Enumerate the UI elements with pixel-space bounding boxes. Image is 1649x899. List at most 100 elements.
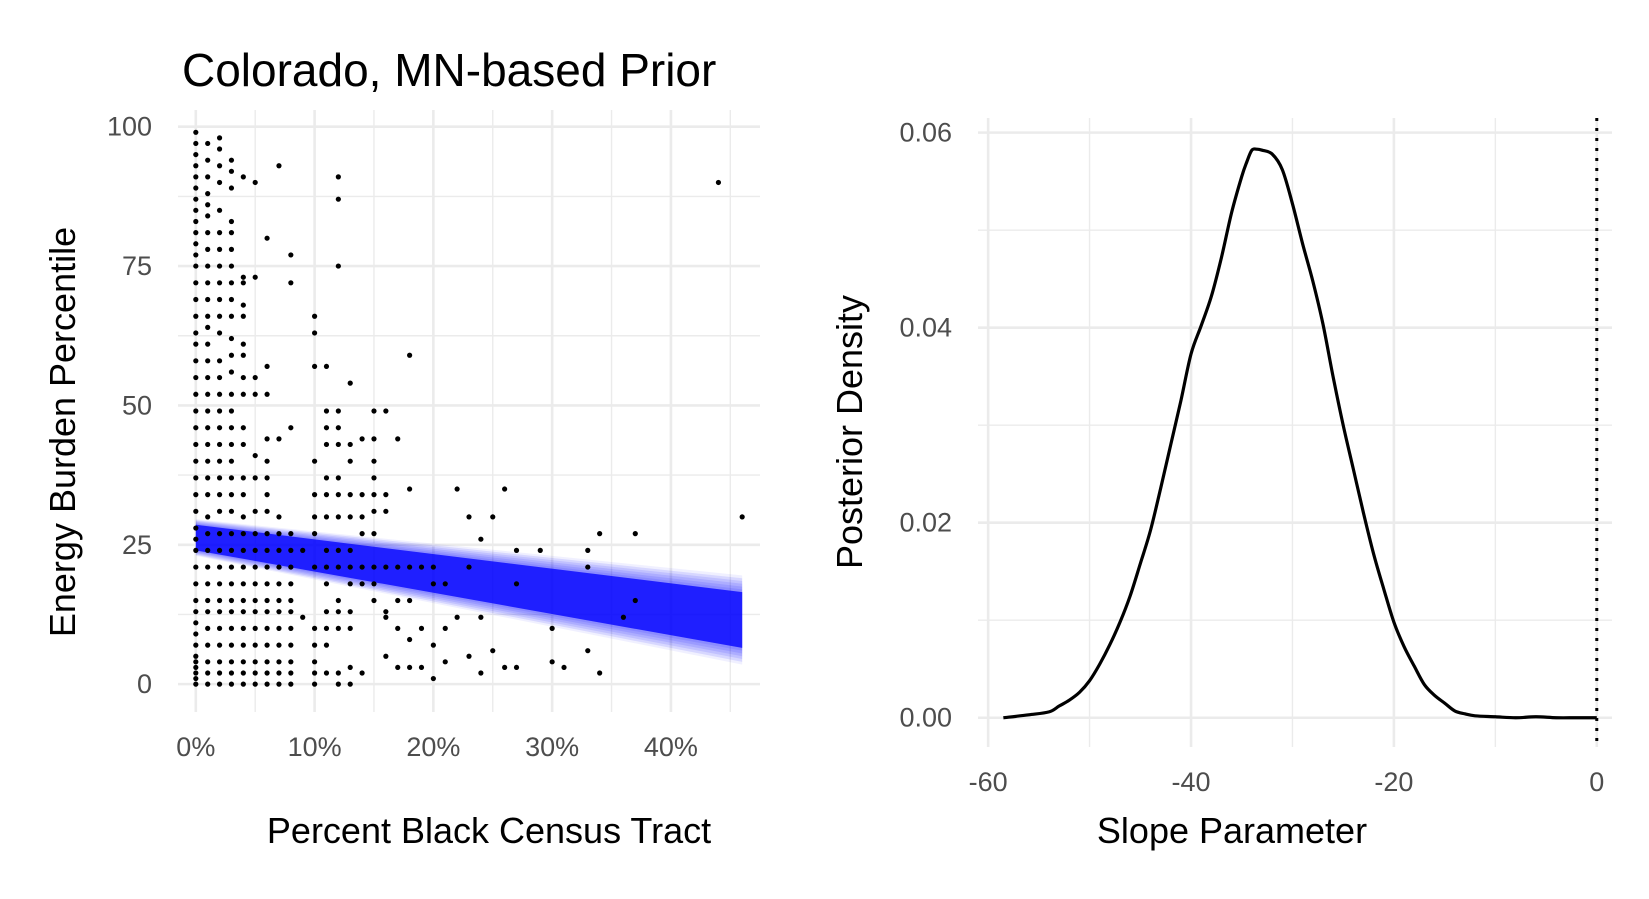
scatter-point (216, 625, 223, 631)
scatter-point (205, 609, 211, 615)
scatter-point (347, 664, 353, 671)
scatter-point (264, 564, 270, 570)
scatter-point (205, 441, 211, 448)
scatter-point (228, 581, 235, 587)
scatter-point (193, 263, 199, 269)
scatter-point (252, 642, 258, 648)
scatter-point (240, 625, 246, 631)
scatter-point (216, 391, 223, 397)
scatter-point (252, 274, 258, 280)
x-tick-label: 10% (288, 732, 342, 762)
scatter-point (311, 363, 318, 370)
scatter-point (228, 157, 235, 163)
scatter-point (228, 458, 235, 464)
scatter-point (264, 681, 270, 687)
scatter-point (264, 531, 270, 537)
x-tick-label: -20 (1374, 767, 1413, 797)
x-tick-label: 20% (406, 732, 460, 762)
scatter-point (205, 280, 211, 286)
scatter-point (228, 441, 235, 448)
scatter-point (335, 425, 341, 431)
scatter-point (193, 441, 199, 448)
scatter-point (240, 492, 246, 498)
scatter-point (288, 642, 294, 648)
scatter-point (193, 230, 199, 236)
scatter-point (418, 664, 425, 671)
scatter-point (371, 492, 377, 498)
scatter-point (252, 670, 258, 676)
scatter-point (276, 681, 282, 687)
scatter-point (193, 664, 199, 671)
scatter-point (311, 492, 318, 498)
scatter-point (632, 597, 638, 604)
scatter-point (264, 508, 270, 514)
scatter-point (288, 280, 294, 286)
scatter-point (228, 313, 235, 319)
scatter-point (466, 564, 472, 570)
scatter-point (228, 352, 235, 358)
scatter-point (264, 659, 270, 665)
scatter-point (323, 363, 330, 370)
scatter-point (335, 475, 341, 481)
scatter-point (597, 670, 603, 676)
scatter-point (193, 670, 199, 676)
scatter-point (347, 547, 353, 553)
scatter-point (228, 681, 235, 687)
y-tick-label: 0.04 (899, 313, 952, 343)
scatter-point (193, 408, 199, 414)
scatter-point (228, 168, 235, 174)
scatter-point (502, 664, 508, 671)
scatter-point (323, 475, 330, 481)
scatter-point (513, 664, 520, 671)
scatter-point (216, 330, 223, 336)
scatter-point (300, 547, 306, 553)
scatter-point (466, 514, 472, 520)
scatter-point (335, 597, 341, 604)
scatter-point (193, 241, 199, 247)
scatter-point (228, 531, 235, 537)
scatter-point (323, 441, 330, 448)
scatter-point (276, 625, 282, 631)
scatter-point (205, 246, 211, 252)
scatter-point (228, 246, 235, 252)
scatter-point (252, 452, 258, 459)
scatter-point (216, 135, 223, 141)
scatter-point (478, 670, 484, 676)
scatter-point (311, 458, 318, 464)
scatter-point (620, 614, 627, 620)
scatter-point (347, 458, 353, 464)
scatter-point (323, 492, 330, 498)
scatter-point (335, 547, 341, 553)
scatter-point (383, 508, 389, 514)
scatter-point (205, 492, 211, 498)
scatter-point (252, 531, 258, 537)
scatter-point (205, 597, 211, 604)
scatter-point (288, 670, 294, 676)
scatter-point (288, 597, 294, 604)
scatter-point (228, 508, 235, 514)
scatter-point (311, 681, 318, 687)
scatter-point (585, 564, 591, 570)
scatter-point (454, 614, 460, 620)
scatter-x-tick-labels: 0% 10% 20% 30% 40% (176, 732, 698, 762)
scatter-point (240, 425, 246, 431)
scatter-point (216, 207, 223, 213)
scatter-point (276, 659, 282, 665)
scatter-point (216, 296, 223, 303)
scatter-point (228, 185, 235, 191)
scatter-point (335, 681, 341, 687)
scatter-point (240, 280, 246, 286)
scatter-point (205, 625, 211, 631)
scatter-point (205, 408, 211, 414)
y-tick-label: 0.00 (899, 703, 952, 733)
scatter-point (276, 642, 282, 648)
scatter-point (359, 514, 365, 520)
scatter-point (252, 547, 258, 553)
scatter-point (323, 642, 330, 648)
scatter-point (216, 659, 223, 665)
scatter-point (335, 564, 341, 570)
scatter-point (216, 263, 223, 269)
scatter-point (311, 659, 318, 665)
scatter-point (264, 391, 270, 397)
scatter-point (228, 391, 235, 397)
